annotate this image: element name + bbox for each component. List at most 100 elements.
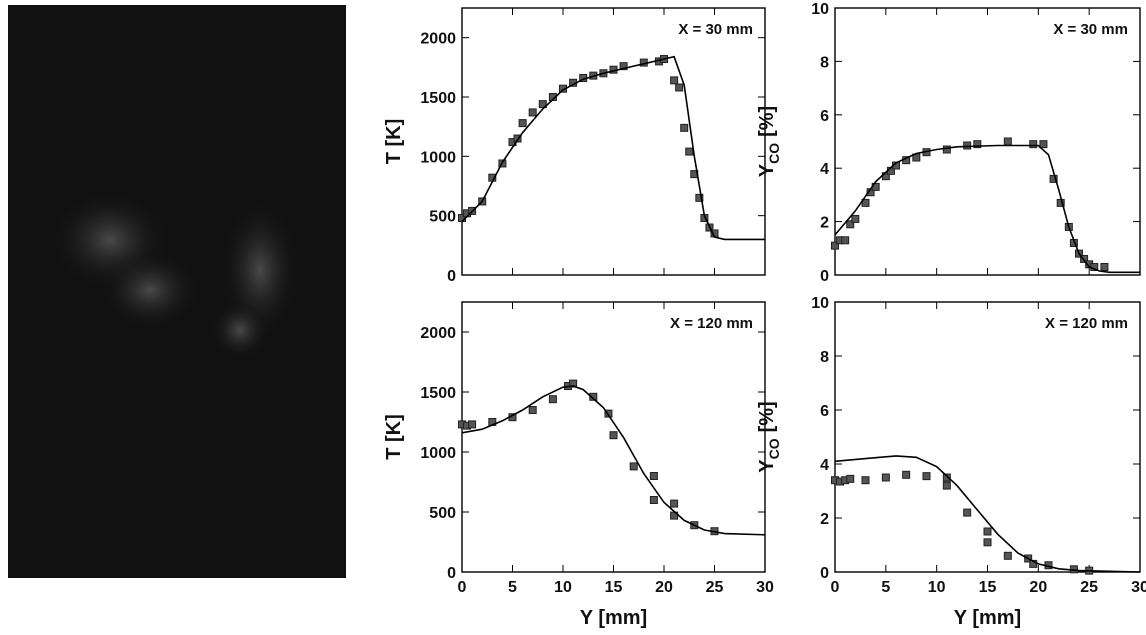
y-tick-label: 2 <box>820 511 829 528</box>
data-point <box>609 431 618 440</box>
x-tick-label: 15 <box>979 579 997 596</box>
data-point <box>468 420 477 429</box>
x-axis-label: Y [mm] <box>954 607 1021 629</box>
model-line <box>834 144 1140 274</box>
data-point <box>680 123 689 132</box>
data-point <box>518 119 527 128</box>
data-point <box>831 241 839 250</box>
data-point <box>1100 262 1109 271</box>
y-label-sub: CO <box>766 143 782 164</box>
x-tick-label: 20 <box>1029 579 1047 596</box>
data-point <box>902 470 911 479</box>
data-point <box>670 499 679 508</box>
flame-photo <box>8 5 346 578</box>
data-point <box>942 481 951 490</box>
data-point <box>841 236 850 245</box>
data-point <box>513 134 522 143</box>
y-label-sub: CO <box>766 438 782 459</box>
data-point <box>619 62 628 71</box>
x-tick-label: 15 <box>605 579 623 596</box>
data-point <box>846 220 855 229</box>
data-point <box>973 140 982 149</box>
data-point <box>675 83 684 92</box>
data-point <box>649 496 658 504</box>
data-point <box>881 473 890 482</box>
data-point <box>1003 551 1012 560</box>
data-point <box>528 108 537 117</box>
x-tick-label: 25 <box>706 579 724 596</box>
data-point <box>528 406 537 414</box>
data-point <box>861 476 870 485</box>
y-tick-label: 10 <box>811 1 829 18</box>
annotation: X = 120 mm <box>1045 315 1128 332</box>
y-tick-label: 0 <box>820 268 829 285</box>
y-axis-label: T [K] <box>383 119 405 165</box>
y-label-unit: [%] <box>756 401 778 432</box>
data-point <box>1039 140 1048 149</box>
y-axis-label: T [K] <box>383 414 405 460</box>
y-tick-label: 6 <box>820 108 829 125</box>
x-axis-label: Y [mm] <box>580 607 647 629</box>
data-point <box>649 472 658 480</box>
annotation: X = 30 mm <box>678 21 753 38</box>
y-tick-label: 4 <box>820 161 829 178</box>
y-tick-label: 10 <box>811 295 829 312</box>
plot-frame <box>461 301 766 573</box>
x-tick-label: 0 <box>831 579 840 596</box>
y-tick-label: 0 <box>447 268 456 285</box>
y-tick-label: 8 <box>820 349 829 366</box>
annotation: X = 30 mm <box>1053 21 1128 38</box>
data-point <box>685 147 694 156</box>
x-tick-label: 10 <box>928 579 946 596</box>
data-point <box>1003 137 1012 146</box>
annotation: X = 120 mm <box>670 315 753 332</box>
y-tick-label: 2000 <box>420 325 456 342</box>
y-tick-label: 500 <box>429 209 456 226</box>
data-point <box>942 473 951 482</box>
data-point <box>922 472 931 481</box>
data-point <box>846 474 855 483</box>
y-tick-label: 1000 <box>420 149 456 166</box>
plot-frame <box>834 7 1141 276</box>
x-tick-label: 10 <box>554 579 572 596</box>
data-point <box>548 395 557 404</box>
y-tick-label: 1500 <box>420 90 456 107</box>
data-point <box>963 141 972 150</box>
x-tick-label: 30 <box>756 579 774 596</box>
x-tick-label: 0 <box>458 579 467 596</box>
x-tick-label: 20 <box>655 579 673 596</box>
y-tick-label: 2000 <box>420 31 456 48</box>
data-point <box>589 392 598 401</box>
data-point <box>983 538 992 547</box>
data-point <box>538 100 547 109</box>
y-tick-label: 6 <box>820 403 829 420</box>
x-tick-label: 5 <box>881 579 890 596</box>
data-point <box>963 508 972 517</box>
x-tick-label: 5 <box>508 579 517 596</box>
y-label-main: Y <box>756 163 778 177</box>
y-tick-label: 1500 <box>420 385 456 402</box>
data-point <box>861 198 870 207</box>
y-tick-label: 500 <box>429 505 456 522</box>
y-tick-label: 1000 <box>420 445 456 462</box>
y-tick-label: 8 <box>820 54 829 71</box>
y-axis-label: YCO [%] <box>756 401 782 472</box>
y-tick-label: 2 <box>820 215 829 232</box>
plot-frame <box>834 301 1141 573</box>
data-point <box>1049 174 1058 183</box>
model-line <box>461 385 766 536</box>
y-tick-label: 0 <box>820 565 829 582</box>
data-point <box>1029 140 1038 149</box>
model-line <box>461 55 765 241</box>
data-point <box>569 379 578 388</box>
data-point <box>695 193 704 202</box>
y-tick-label: 4 <box>820 457 829 474</box>
data-point <box>629 462 638 471</box>
data-point <box>670 76 679 85</box>
plot-frame <box>461 7 766 276</box>
model-line <box>834 455 1141 573</box>
data-point <box>604 409 613 418</box>
data-point <box>851 214 860 223</box>
